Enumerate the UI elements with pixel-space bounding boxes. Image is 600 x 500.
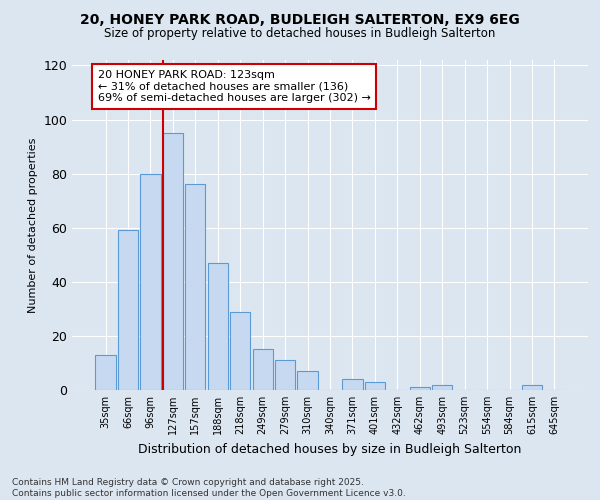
X-axis label: Distribution of detached houses by size in Budleigh Salterton: Distribution of detached houses by size …	[139, 442, 521, 456]
Bar	[185, 184, 205, 390]
Bar	[95, 355, 116, 390]
Text: 20 HONEY PARK ROAD: 123sqm
← 31% of detached houses are smaller (136)
69% of sem: 20 HONEY PARK ROAD: 123sqm ← 31% of deta…	[98, 70, 371, 103]
Text: Size of property relative to detached houses in Budleigh Salterton: Size of property relative to detached ho…	[104, 28, 496, 40]
Bar	[343, 379, 362, 390]
Bar	[208, 263, 228, 390]
Y-axis label: Number of detached properties: Number of detached properties	[28, 138, 38, 312]
Bar	[230, 312, 250, 390]
Bar	[118, 230, 138, 390]
Bar	[163, 133, 183, 390]
Bar	[522, 384, 542, 390]
Bar	[140, 174, 161, 390]
Text: Contains HM Land Registry data © Crown copyright and database right 2025.
Contai: Contains HM Land Registry data © Crown c…	[12, 478, 406, 498]
Text: 20, HONEY PARK ROAD, BUDLEIGH SALTERTON, EX9 6EG: 20, HONEY PARK ROAD, BUDLEIGH SALTERTON,…	[80, 12, 520, 26]
Bar	[253, 350, 273, 390]
Bar	[432, 384, 452, 390]
Bar	[298, 371, 317, 390]
Bar	[275, 360, 295, 390]
Bar	[365, 382, 385, 390]
Bar	[410, 388, 430, 390]
